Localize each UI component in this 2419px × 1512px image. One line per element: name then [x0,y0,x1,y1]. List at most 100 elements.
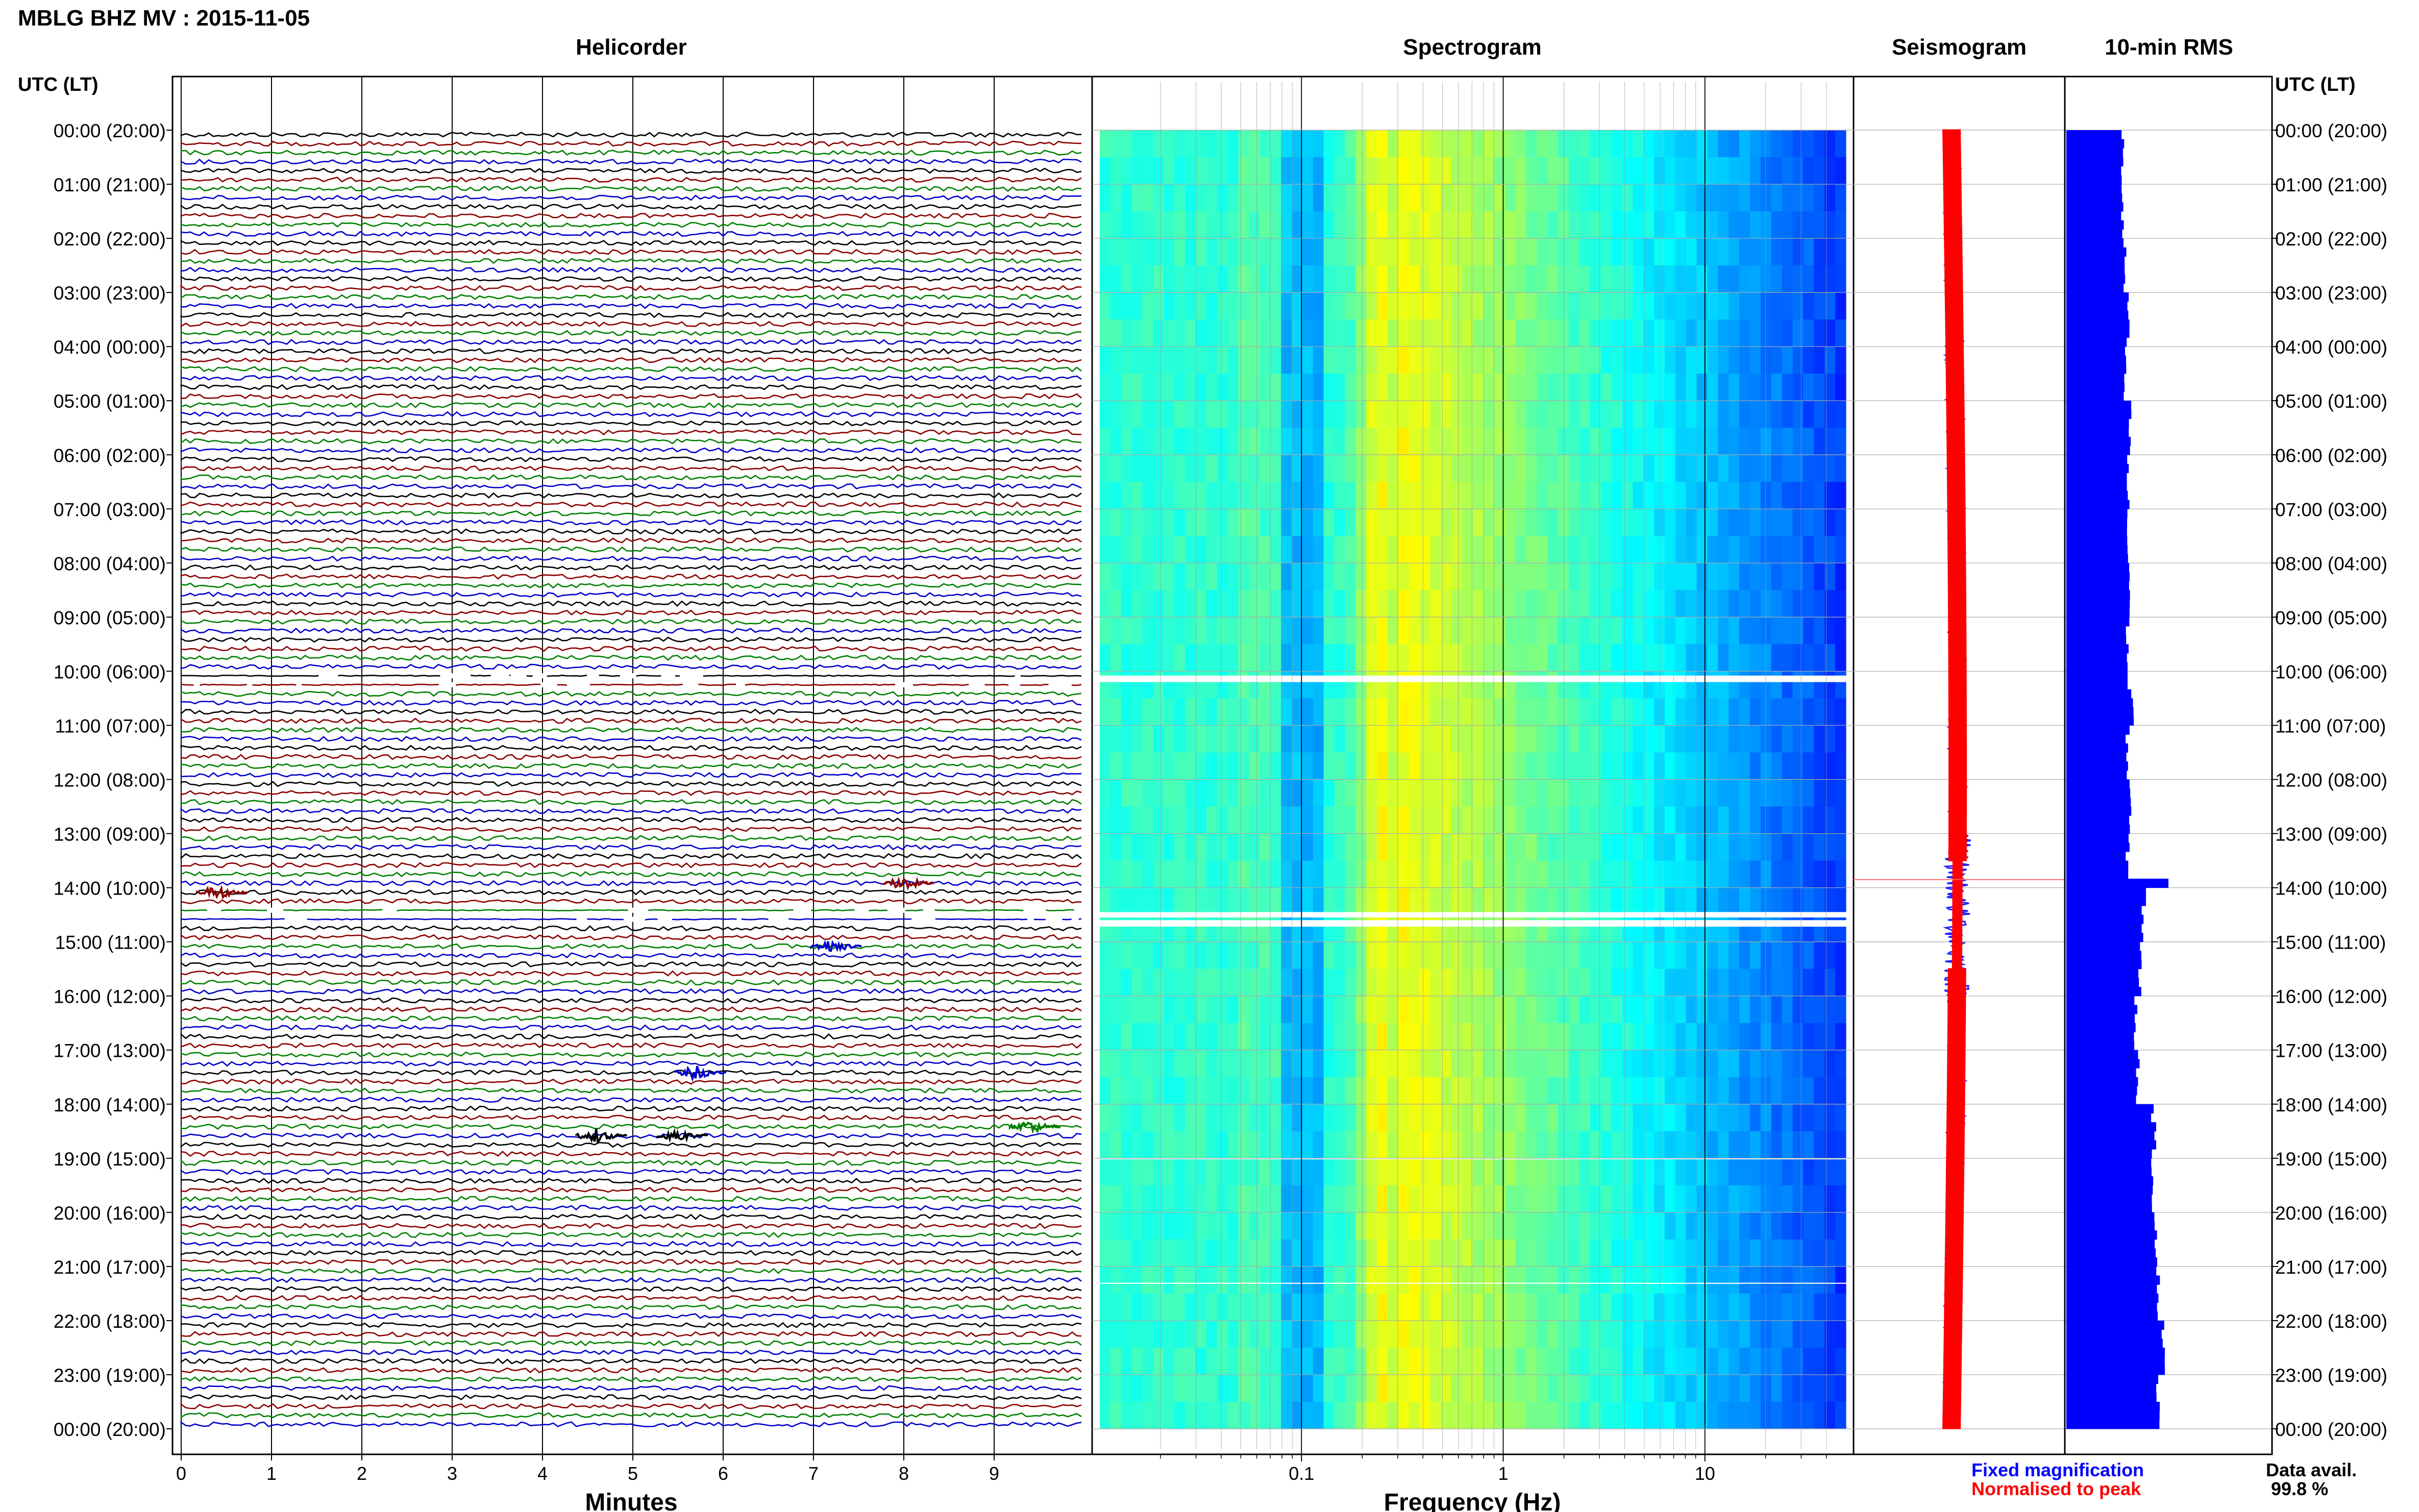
spectrogram-cell [1782,1131,1793,1159]
spectrogram-cell [1643,1131,1655,1159]
spectrogram-cell [1824,238,1836,266]
helicorder-trace [180,871,1082,877]
spectrogram-cell [1227,428,1239,455]
spectrogram-cell [1260,969,1271,997]
spectrogram-cell [1579,292,1591,320]
spectrogram-cell [1547,1104,1559,1132]
spectrogram-cell [1537,969,1548,997]
spectrogram-cell [1558,401,1569,428]
helicorder-trace [180,790,1082,796]
spectrogram-cell [1504,725,1516,753]
spectrogram-cell [1729,806,1740,834]
spectrogram-cell [1696,1375,1708,1402]
spectrogram-cell [1760,1293,1772,1321]
spectrogram-cell [1729,1023,1740,1051]
spectrogram-cell [1515,1131,1526,1159]
spectrogram-cell [1558,536,1569,563]
spectrogram-cell [1611,1266,1622,1294]
spectrogram-cell [1334,752,1345,780]
spectrogram-cell [1462,130,1473,158]
spectrogram-cell [1473,725,1484,753]
spectrogram-cell [1110,887,1122,915]
spectrogram-cell [1664,509,1676,536]
spectrogram-cell [1238,211,1249,239]
spectrogram-cell [1377,482,1388,509]
spectrogram-cell [1526,1212,1537,1240]
spectrogram-cell [1835,1375,1846,1402]
spectrogram-cell [1238,1375,1249,1402]
spectrogram-cell [1729,887,1740,915]
spectrogram-cell [1121,1239,1132,1267]
spectrogram-cell [1142,1239,1153,1267]
spectrogram-cell [1643,1077,1655,1105]
spectrogram-cell [1707,374,1718,401]
spectrogram-cell [1782,1239,1793,1267]
spectrogram-cell [1696,1050,1708,1078]
spectrogram-cell [1334,1212,1345,1240]
spectrogram-cell [1334,1402,1345,1429]
spectrogram-cell [1131,1104,1143,1132]
spectrogram-cell [1345,887,1356,915]
spectrogram-cell [1334,1266,1345,1294]
spectrogram-cell [1345,671,1356,699]
spectrogram-cell [1206,1104,1218,1132]
spectrogram-cell [1547,779,1559,807]
spectrogram-cell [1217,211,1228,239]
spectrogram-cell [1547,428,1559,455]
spectrogram-cell [1686,211,1697,239]
spectrogram-cell [1473,1077,1484,1105]
spectrogram-cell [1270,509,1281,536]
spectrogram-cell [1664,238,1676,266]
spectrogram-cell [1579,536,1591,563]
spectrogram-cell [1792,833,1804,861]
spectrogram-cell [1537,401,1548,428]
spectrogram-cell [1451,969,1463,997]
spectrogram-cell [1600,860,1612,888]
spectrogram-cell [1302,671,1314,699]
spectrogram-cell [1664,157,1676,185]
helicorder-gap-mark [923,907,935,913]
spectrogram-cell [1792,1104,1804,1132]
spectrogram-cell [1696,941,1708,970]
spectrogram-cell [1345,157,1356,185]
spectrogram-cell [1696,671,1708,699]
spectrogram-cell [1504,374,1516,401]
spectrogram-cell [1377,779,1388,807]
spectrogram-cell [1494,1402,1505,1429]
spectrogram-cell [1334,1293,1345,1321]
spectrogram-cell [1238,752,1249,780]
spectrogram-cell [1291,996,1303,1024]
spectrogram-cell [1600,1347,1612,1375]
spectrogram-cell [1227,1050,1239,1078]
spectrogram-cell [1345,374,1356,401]
spectrogram-cell [1451,590,1463,617]
spectrogram-cell [1707,482,1718,509]
rms-bar [2066,274,2126,284]
spectrogram-cell [1323,1023,1335,1051]
spectrogram-cell [1771,401,1783,428]
spectrogram-cell [1238,887,1249,915]
time-label-left: 10:00 (06:00) [54,661,166,682]
rms-bar [2066,851,2126,861]
spectrogram-cell [1515,671,1526,699]
spectrogram-cell [1217,752,1228,780]
spectrogram-cell [1206,617,1218,645]
spectrogram-cell [1718,157,1729,185]
spectrogram-cell [1526,265,1537,293]
spectrogram-cell [1760,617,1772,645]
spectrogram-cell [1622,482,1633,509]
spectrogram-cell [1622,428,1633,455]
spectrogram-cell [1121,509,1132,536]
spectrogram-cell [1707,319,1718,347]
spectrogram-cell [1622,887,1633,915]
spectrogram-cell [1718,1050,1729,1078]
spectrogram-cell [1323,1104,1335,1132]
spectrogram-cell [1824,590,1836,617]
spectrogram-cell [1334,157,1345,185]
helicorder-gap-mark [288,916,301,922]
spectrogram-cell [1355,671,1367,699]
spectrogram-cell [1569,969,1580,997]
spectrogram-cell [1803,1239,1814,1267]
spectrogram-cell [1622,238,1633,266]
helicorder-trace [180,330,1082,336]
